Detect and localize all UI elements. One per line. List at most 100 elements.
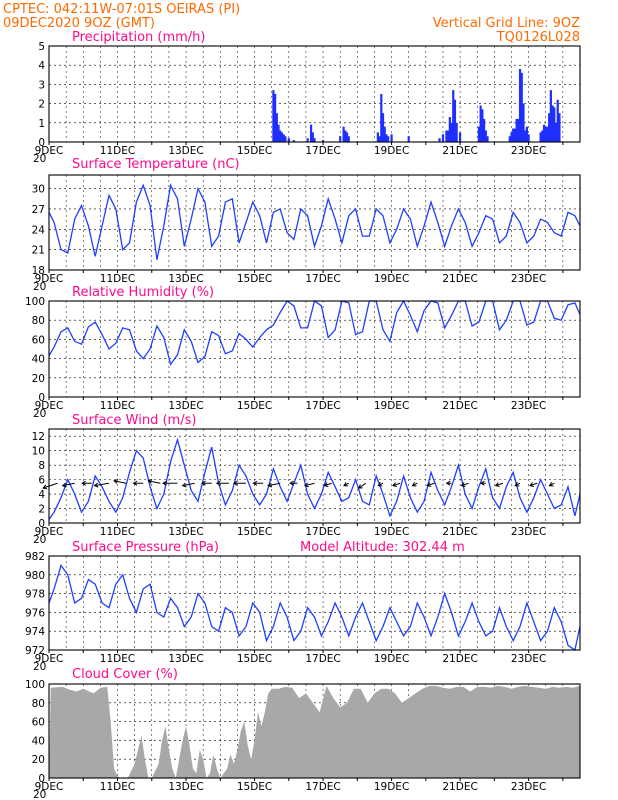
precip-bar [522,103,525,142]
wind-vector [358,482,367,489]
wind-vector [148,480,161,484]
precip-bar [390,134,393,142]
rh-xtick-label: 23DEC [511,400,546,412]
precip-bar [544,126,547,142]
wind-vector [43,482,58,489]
precip-bar [272,90,275,142]
precip-bar [378,136,381,142]
precip-bar [486,136,489,142]
precip-bar [381,113,385,142]
wind-xtick-label: 19DEC [374,526,409,538]
precip-bar [524,130,527,142]
temp-xtick-label: 9DEC [35,273,64,285]
precip-bar [309,124,313,142]
precip-ytick-label: 4 [38,60,45,72]
rh-ytick-label: 60 [32,334,45,346]
wind-title: Surface Wind (m/s) [72,413,196,428]
temp-panel: 18 21 24 27 30 9DEC 11DEC 13DEC 15DEC 17DEC 19DEC 2… [32,174,581,293]
pressure-xtick-label: 13DEC [168,653,203,665]
precip-bar [385,134,388,142]
wind-vector-head [392,482,397,487]
precip-bar [513,128,517,142]
wind-vector-head [426,482,432,487]
precip-bar [452,90,455,142]
header-location: CPTEC: 042:11W-07:01S OEIRAS (PI) [3,2,240,17]
rh-ytick-label: 80 [32,315,45,327]
wind-ytick-label: 2 [38,504,45,516]
pressure-ytick-label: 982 [25,551,45,563]
temp-ytick-label: 18 [32,265,45,277]
precip-bar [450,122,453,142]
rh-panel: 0 20 40 60 80 100 9DEC 11DEC 13DEC 15DEC 17DEC 19DE… [25,296,581,420]
wind-vector-head [480,480,485,486]
precip-bar [484,130,487,142]
precip-bar [275,113,278,142]
pressure-ytick-label: 976 [25,607,45,619]
cloud-xtick-label: 13DEC [168,781,203,793]
wind-vector-head [42,484,48,490]
cloud-ytick-label: 80 [32,698,45,710]
wind-vector-head [181,482,187,488]
temp-ytick-label: 21 [32,245,45,257]
precip-bar [447,130,450,142]
precip-bar [383,126,386,142]
wind-vector [268,482,281,487]
header-model-id: TQ0126L028 [496,30,580,45]
precip-panel: 0 1 2 3 4 5 9DEC 11DEC 13DEC 15DEC 17DEC 19DEC 21DEC… [33,41,581,165]
precip-bar [282,134,285,142]
wind-vector-head [252,480,258,486]
precip-ytick-label: 1 [38,118,45,130]
cloud-ytick-label: 40 [32,735,45,747]
cloud-area [49,685,580,778]
wind-vector-head [303,482,309,488]
precip-bar [527,134,530,142]
rh-ytick-label: 0 [38,392,45,404]
wind-vector-head [343,481,348,487]
wind-vector-head [377,481,383,487]
temp-ytick-label: 24 [32,224,46,236]
wind-panel: 0 2 4 6 8 10 12 9DEC 11DEC 13DEC 15DEC 17DEC 19DEC 21… [32,428,581,546]
temp-title: Surface Temperature (nC) [72,157,240,172]
wind-ytick-label: 10 [32,446,45,458]
wind-ytick-label: 6 [38,475,45,487]
rh-frame [48,300,581,398]
pressure-ytick-label: 974 [25,626,45,638]
precip-bar [339,136,342,142]
precip-bar [407,136,410,142]
precip-xtick-label: 19DEC [374,145,409,157]
temp-xtick-label: 15DEC [237,273,272,285]
temp-xtick-label: 19DEC [374,273,409,285]
wind-vector [304,482,315,487]
cloud-xtick-label: 11DEC [100,781,135,793]
wind-vector-head [201,480,206,486]
wind-ytick-label: 8 [38,460,45,472]
precip-bar [554,122,558,142]
precip-bar [556,99,559,142]
wind-vector-head [514,481,520,487]
precip-bar [518,69,522,142]
wind-vector [392,482,401,487]
wind-vector [62,482,75,487]
rh-ytick-label: 100 [25,296,45,308]
pressure-xtick-label: 17DEC [305,653,340,665]
pressure-year-label: 20 [33,661,46,673]
cloud-xtick-label: 9DEC [35,781,64,793]
precip-title: Precipitation (mm/h) [72,30,205,45]
wind-vector-head [162,480,167,486]
precip-bar [380,94,383,142]
pressure-title: Surface Pressure (hPa) [72,540,219,555]
rh-ytick-label: 40 [32,354,45,366]
cloud-frame [48,683,581,779]
precip-bar [279,130,282,142]
precip-bar [274,94,277,142]
pressure-xtick-label: 19DEC [374,653,409,665]
wind-vector-head [93,482,99,488]
wind-series-line [48,437,581,520]
precip-bar [455,122,458,142]
precip-bar [287,138,290,142]
pressure-xtick-label: 11DEC [100,653,135,665]
precip-bar [342,126,345,142]
temp-year-label: 20 [33,281,46,293]
